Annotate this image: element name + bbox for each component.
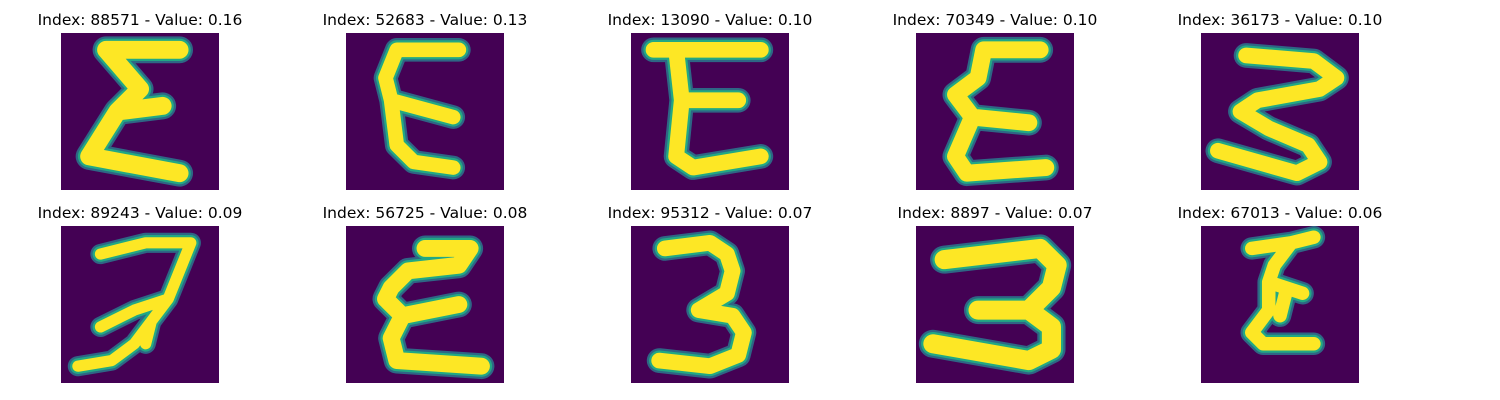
image-panel: Index: 36173 - Value: 0.10 bbox=[1140, 10, 1420, 195]
panel-title: Index: 95312 - Value: 0.07 bbox=[607, 204, 813, 222]
glyph-stroke bbox=[80, 40, 189, 183]
glyph-stroke bbox=[72, 237, 197, 372]
digit-image bbox=[346, 33, 504, 190]
panel-title: Index: 8897 - Value: 0.07 bbox=[897, 204, 1093, 222]
digit-image bbox=[346, 226, 504, 383]
image-panel: Index: 89243 - Value: 0.09 bbox=[0, 203, 280, 388]
glyph-stroke bbox=[651, 234, 752, 375]
glyph-stroke bbox=[1210, 47, 1345, 182]
digit-image bbox=[1201, 33, 1359, 190]
digit-image bbox=[1201, 226, 1359, 383]
panel-title: Index: 52683 - Value: 0.13 bbox=[322, 11, 528, 29]
panel-title: Index: 67013 - Value: 0.06 bbox=[1177, 204, 1383, 222]
panel-title: Index: 70349 - Value: 0.10 bbox=[892, 11, 1098, 29]
glyph-stroke bbox=[378, 42, 467, 175]
image-panel: Index: 8897 - Value: 0.07 bbox=[855, 203, 1135, 388]
digit-image bbox=[916, 226, 1074, 383]
glyph-stroke bbox=[645, 41, 769, 176]
panel-title: Index: 56725 - Value: 0.08 bbox=[322, 204, 528, 222]
digit-image bbox=[631, 226, 789, 383]
image-panel: Index: 56725 - Value: 0.08 bbox=[285, 203, 565, 388]
glyph-stroke bbox=[947, 41, 1055, 182]
glyph-stroke bbox=[923, 238, 1067, 371]
panel-title: Index: 36173 - Value: 0.10 bbox=[1177, 11, 1383, 29]
glyph-stroke bbox=[377, 240, 490, 375]
image-panel: Index: 88571 - Value: 0.16 bbox=[0, 10, 280, 195]
image-panel: Index: 52683 - Value: 0.13 bbox=[285, 10, 565, 195]
glyph-stroke bbox=[1245, 230, 1321, 351]
digit-image bbox=[916, 33, 1074, 190]
image-panel: Index: 95312 - Value: 0.07 bbox=[570, 203, 850, 388]
image-panel: Index: 70349 - Value: 0.10 bbox=[855, 10, 1135, 195]
panel-title: Index: 13090 - Value: 0.10 bbox=[607, 11, 813, 29]
image-panel: Index: 67013 - Value: 0.06 bbox=[1140, 203, 1420, 388]
panel-title: Index: 88571 - Value: 0.16 bbox=[37, 11, 243, 29]
panel-title: Index: 89243 - Value: 0.09 bbox=[37, 204, 243, 222]
digit-image bbox=[631, 33, 789, 190]
digit-image bbox=[61, 33, 219, 190]
digit-image bbox=[61, 226, 219, 383]
image-panel: Index: 13090 - Value: 0.10 bbox=[570, 10, 850, 195]
